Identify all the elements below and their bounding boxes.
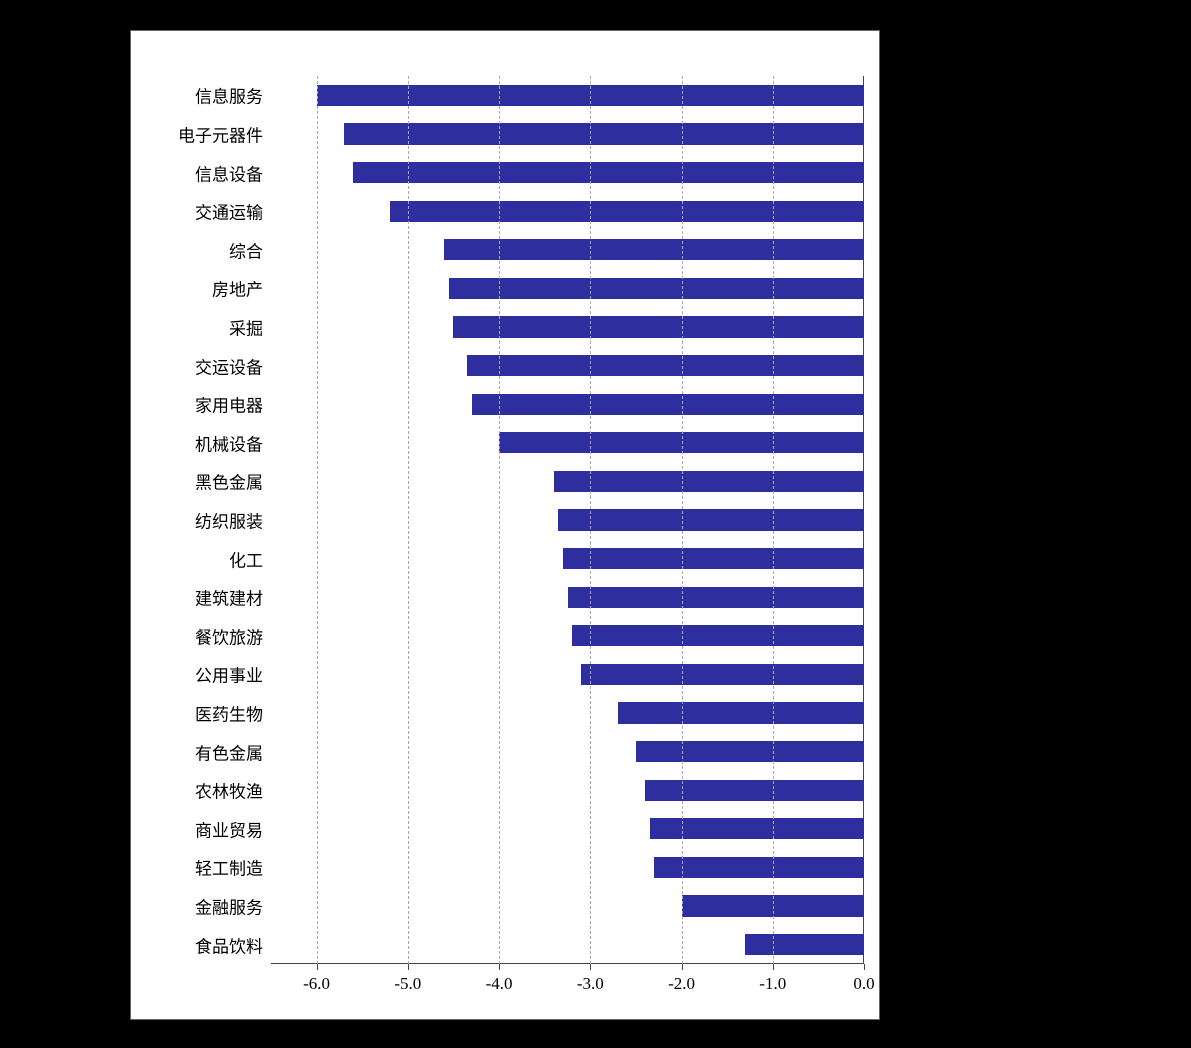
y-category-label: 交运设备 [195,353,263,378]
bar [344,123,864,144]
bar-row: 交运设备 [271,355,864,376]
x-tick-label: -3.0 [577,974,604,994]
bar [563,548,864,569]
y-category-label: 餐饮旅游 [195,623,263,648]
bar-row: 信息服务 [271,85,864,106]
y-category-label: 有色金属 [195,739,263,764]
bar-row: 家用电器 [271,394,864,415]
grid-line [317,76,318,964]
bar [554,471,864,492]
bar-row: 采掘 [271,316,864,337]
y-category-label: 机械设备 [195,430,263,455]
bar-row: 建筑建材 [271,587,864,608]
y-category-label: 信息服务 [195,83,263,108]
y-category-label: 金融服务 [195,894,263,919]
x-tick-mark [682,964,683,970]
y-category-label: 建筑建材 [195,585,263,610]
bar-row: 医药生物 [271,702,864,723]
y-category-label: 房地产 [212,276,263,301]
bar [390,201,864,222]
bar [449,278,864,299]
y-category-label: 食品饮料 [195,932,263,957]
bar-row: 黑色金属 [271,471,864,492]
y-category-label: 农林牧渔 [195,778,263,803]
bar-row: 公用事业 [271,664,864,685]
grid-line [499,76,500,964]
bar [572,625,864,646]
y-category-label: 纺织服装 [195,507,263,532]
y-category-label: 电子元器件 [178,121,263,146]
plot-area: 信息服务电子元器件信息设备交通运输综合房地产采掘交运设备家用电器机械设备黑色金属… [271,76,864,964]
bar-row: 综合 [271,239,864,260]
bar [645,780,864,801]
bar-row: 电子元器件 [271,123,864,144]
bar-row: 餐饮旅游 [271,625,864,646]
bar-row: 信息设备 [271,162,864,183]
bar [558,509,864,530]
bar-row: 农林牧渔 [271,780,864,801]
x-tick-label: -2.0 [668,974,695,994]
bar [654,857,864,878]
x-tick-mark [864,964,865,970]
y-category-label: 商业贸易 [195,816,263,841]
bar-row: 商业贸易 [271,818,864,839]
y-category-label: 化工 [229,546,263,571]
bar-row: 金融服务 [271,895,864,916]
bar-row: 轻工制造 [271,857,864,878]
bar [444,239,864,260]
bar-row: 房地产 [271,278,864,299]
x-tick-mark [590,964,591,970]
bar [453,316,864,337]
bars-group: 信息服务电子元器件信息设备交通运输综合房地产采掘交运设备家用电器机械设备黑色金属… [271,76,864,964]
y-category-label: 公用事业 [195,662,263,687]
bar-row: 交通运输 [271,201,864,222]
x-tick-mark [317,964,318,970]
bar-row: 有色金属 [271,741,864,762]
bar [618,702,864,723]
x-tick-label: 0.0 [853,974,874,994]
bar-row: 机械设备 [271,432,864,453]
x-tick-label: -6.0 [303,974,330,994]
bar [472,394,864,415]
y-category-label: 采掘 [229,314,263,339]
x-tick-mark [408,964,409,970]
bar-row: 食品饮料 [271,934,864,955]
y-category-label: 轻工制造 [195,855,263,880]
y-category-label: 交通运输 [195,199,263,224]
bar [745,934,864,955]
grid-line [773,76,774,964]
y-category-label: 综合 [229,237,263,262]
x-tick-mark [499,964,500,970]
grid-line [682,76,683,964]
bar [636,741,864,762]
bar [353,162,864,183]
y-category-label: 家用电器 [195,392,263,417]
grid-line [408,76,409,964]
y-category-label: 黑色金属 [195,469,263,494]
bar-row: 化工 [271,548,864,569]
grid-line [590,76,591,964]
x-tick-mark [773,964,774,970]
chart-container: 信息服务电子元器件信息设备交通运输综合房地产采掘交运设备家用电器机械设备黑色金属… [130,30,880,1020]
y-category-label: 医药生物 [195,701,263,726]
y-category-label: 信息设备 [195,160,263,185]
bar [568,587,865,608]
x-tick-label: -5.0 [394,974,421,994]
x-tick-label: -1.0 [759,974,786,994]
x-tick-label: -4.0 [486,974,513,994]
bar [467,355,864,376]
bar-row: 纺织服装 [271,509,864,530]
bar [581,664,864,685]
